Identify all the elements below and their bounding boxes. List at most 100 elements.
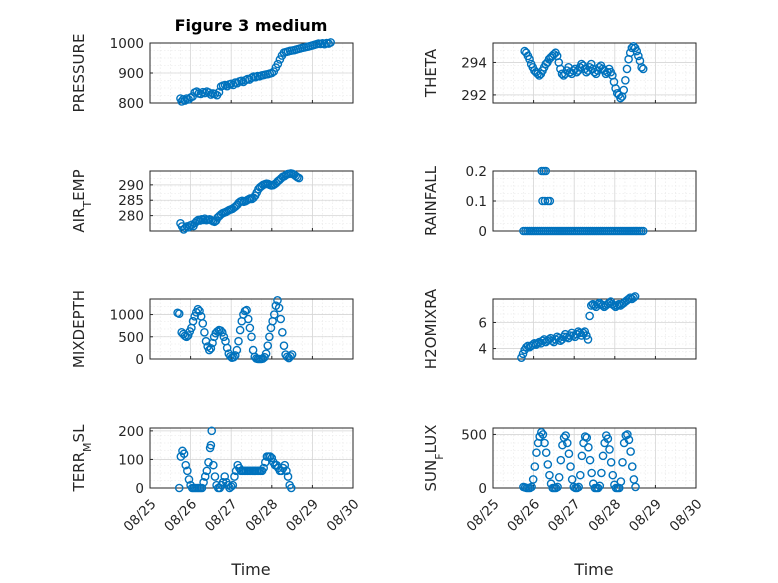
data-point (577, 451, 587, 461)
data-point (540, 438, 549, 448)
data-point (235, 325, 245, 335)
data-point (517, 353, 526, 362)
data-point (267, 453, 277, 463)
data-point (202, 466, 212, 476)
data-point (605, 445, 614, 454)
y-tick-label: 290 (118, 178, 144, 194)
subplot-7: 0 100 200 08/25 08/26 08/27 08/28 08/29 08/30 TER… (70, 424, 363, 535)
data-point (624, 435, 634, 445)
data-point (273, 59, 283, 69)
data-point (541, 448, 551, 457)
data-point (528, 475, 538, 484)
data-point (597, 468, 606, 478)
data-point (229, 352, 238, 362)
y-axis-label: TERRMSL (70, 424, 94, 493)
data-point (195, 306, 204, 316)
data-point (286, 352, 295, 361)
subplot-2: 292 294 THETA (422, 41, 697, 104)
data-point (621, 75, 630, 85)
y-tick-label: 6 (478, 315, 487, 331)
data-point (286, 483, 296, 493)
y-axis-label: PRESSURE (70, 34, 88, 113)
data-point (582, 433, 592, 442)
data-point (626, 447, 635, 456)
x-tick-label: 08/28 (585, 496, 624, 535)
data-point (232, 345, 242, 355)
data-point (564, 449, 574, 459)
data-point (585, 311, 594, 321)
subplot-5: 0 500 1000 MIXDEPTH (70, 290, 354, 368)
data-point (267, 68, 277, 78)
data-point (265, 332, 274, 342)
data-point (606, 457, 616, 467)
y-axis-label: AIRTEMP (70, 169, 94, 232)
y-tick-label: 280 (118, 209, 144, 225)
x-tick-label: 08/25 (121, 496, 160, 535)
data-point (230, 351, 240, 360)
data-point (228, 80, 238, 90)
x-axis-label-right: Time (573, 560, 613, 579)
data-point (184, 475, 194, 484)
y-tick-label: 900 (118, 66, 144, 82)
data-point (631, 482, 640, 492)
data-point (204, 345, 214, 355)
data-point (525, 483, 535, 493)
data-point (533, 339, 542, 348)
data-point (207, 426, 217, 436)
data-point (183, 331, 193, 340)
data-point (210, 472, 220, 481)
data-point (326, 38, 335, 47)
data-point (197, 483, 207, 493)
data-point (627, 462, 637, 471)
data-point (217, 328, 227, 337)
data-point (279, 341, 289, 350)
data-point (190, 312, 199, 321)
data-point (625, 293, 635, 302)
x-tick-label: 08/29 (283, 496, 322, 535)
figure-title: Figure 3 medium (175, 16, 328, 35)
data-point (219, 332, 229, 342)
data-point (200, 328, 209, 337)
data-point (200, 472, 210, 481)
data-point (234, 336, 243, 346)
data-point (220, 472, 230, 481)
data-point (214, 87, 224, 97)
y-axis-label: MIXDEPTH (70, 290, 88, 368)
axes-frame (492, 298, 697, 360)
data-point (632, 46, 642, 56)
y-tick-label: 0.2 (466, 164, 487, 180)
y-tick-label: 285 (118, 193, 144, 209)
data-point (204, 88, 214, 97)
y-tick-label: 1000 (110, 308, 144, 324)
y-tick-label: 4 (478, 342, 487, 358)
data-point (582, 331, 591, 340)
data-point (619, 85, 629, 95)
data-point (209, 460, 218, 470)
data-point (545, 470, 554, 480)
data-point (530, 339, 539, 348)
data-point (228, 480, 238, 490)
data-point (259, 463, 268, 473)
x-tick-label: 08/27 (202, 496, 241, 535)
y-axis-label: RAINFALL (422, 165, 440, 236)
data-point (618, 457, 627, 467)
series-markers (176, 169, 304, 234)
data-point (595, 481, 605, 491)
data-point (609, 301, 619, 310)
y-tick-label: 0 (478, 481, 487, 497)
data-point (630, 292, 640, 301)
subplot-6: 4 6 H2OMIXRA (422, 288, 697, 369)
data-point (183, 466, 192, 476)
y-tick-label: 294 (461, 55, 487, 71)
data-point (616, 477, 626, 486)
y-tick-label: 100 (118, 452, 144, 468)
data-point (179, 449, 189, 459)
data-point (543, 460, 553, 469)
y-tick-label: 1000 (110, 36, 144, 52)
data-point (200, 88, 210, 98)
data-point (554, 472, 564, 482)
data-point (188, 316, 198, 326)
data-point (566, 462, 575, 471)
